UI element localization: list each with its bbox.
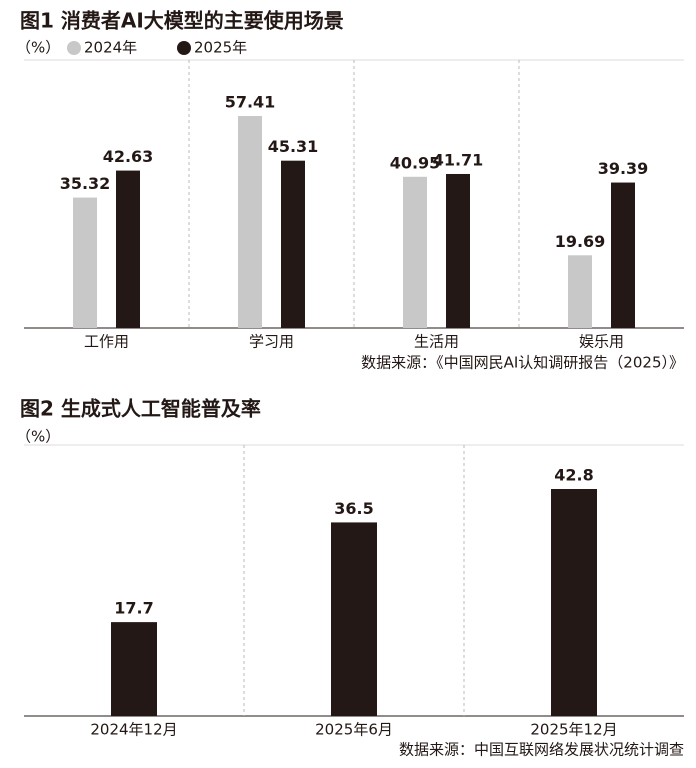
value-label: 42.63 bbox=[103, 147, 154, 166]
legend-label: 2025年 bbox=[194, 39, 247, 57]
source-note: 数据来源：《中国网民AI认知调研报告（2025）》 bbox=[361, 354, 684, 372]
unit-label: （%） bbox=[16, 428, 60, 446]
bar bbox=[73, 197, 97, 328]
chart-title: 图1 消费者AI大模型的主要使用场景 bbox=[20, 9, 344, 33]
value-label: 19.69 bbox=[555, 232, 606, 251]
bar bbox=[446, 173, 470, 328]
legend-swatch bbox=[67, 41, 81, 55]
legend-swatch bbox=[177, 41, 191, 55]
bar bbox=[568, 255, 592, 328]
x-tick-label: 2024年12月 bbox=[90, 721, 177, 739]
bar bbox=[281, 160, 305, 328]
value-label: 42.8 bbox=[554, 466, 593, 485]
x-tick-label: 2025年12月 bbox=[530, 721, 617, 739]
value-label: 57.41 bbox=[225, 93, 276, 112]
legend-label: 2024年 bbox=[84, 39, 137, 57]
bar bbox=[238, 116, 262, 328]
source-note: 数据来源：中国互联网络发展状况统计调查 bbox=[399, 741, 684, 759]
x-tick-label: 娱乐用 bbox=[579, 333, 624, 351]
bar bbox=[611, 182, 635, 328]
bar bbox=[403, 176, 427, 328]
value-label: 36.5 bbox=[334, 499, 373, 518]
chart-title: 图2 生成式人工智能普及率 bbox=[20, 397, 261, 421]
value-label: 45.31 bbox=[268, 137, 319, 156]
value-label: 35.32 bbox=[60, 174, 111, 193]
bar bbox=[111, 622, 157, 716]
value-label: 17.7 bbox=[114, 599, 153, 618]
bar bbox=[116, 170, 140, 328]
x-tick-label: 工作用 bbox=[84, 333, 129, 351]
bar bbox=[331, 522, 377, 716]
x-tick-label: 学习用 bbox=[249, 333, 294, 351]
value-label: 41.71 bbox=[433, 150, 484, 169]
value-label: 40.95 bbox=[390, 153, 441, 172]
unit-label: （%） bbox=[16, 39, 60, 57]
value-label: 39.39 bbox=[598, 159, 649, 178]
x-tick-label: 生活用 bbox=[414, 333, 459, 351]
x-tick-label: 2025年6月 bbox=[315, 721, 393, 739]
bar bbox=[551, 489, 597, 716]
